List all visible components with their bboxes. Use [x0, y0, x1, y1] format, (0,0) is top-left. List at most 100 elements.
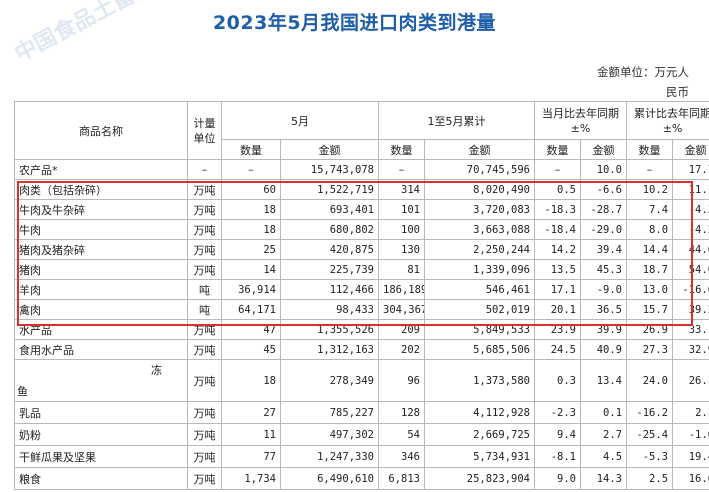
cell-ya: 36.5: [579, 299, 628, 320]
cell-ya: 40.9: [579, 339, 628, 360]
cell-q5: 47: [221, 319, 281, 340]
cell-ac: 25,823,904: [424, 467, 535, 490]
cell-q5: 27: [221, 401, 281, 424]
cell-qc: –: [378, 159, 425, 180]
cell-ac: 4,112,928: [424, 401, 535, 424]
cell-a5: 98,433: [280, 299, 379, 320]
cell-cq: 27.3: [626, 339, 674, 360]
cell-yq: 0.3: [534, 359, 581, 402]
row-unit: 吨: [187, 279, 222, 300]
cell-ac: 2,250,244: [424, 239, 535, 260]
cell-ac: 70,745,596: [424, 159, 535, 180]
cell-ac: 2,669,725: [424, 423, 535, 446]
cell-cq: -25.4: [626, 423, 674, 446]
cell-ya: 2.7: [579, 423, 628, 446]
cell-qc: 186,189: [378, 279, 425, 300]
cell-q5: 18: [221, 359, 281, 402]
cell-cq: –: [626, 159, 674, 180]
row-unit: 万吨: [187, 219, 222, 240]
cell-ya: 0.1: [579, 401, 628, 424]
table-row: 禽肉 吨 64,171 98,433 304,367 502,019 20.1 …: [14, 299, 709, 320]
cell-ca: -4.3: [672, 199, 709, 220]
row-unit: 万吨: [187, 259, 222, 280]
cell-ya: 13.4: [579, 359, 628, 402]
row-name: 食用水产品: [14, 339, 188, 360]
cell-qc: 128: [378, 401, 425, 424]
cell-q5: 1,734: [221, 467, 281, 490]
cell-a5: 6,490,610: [280, 467, 379, 490]
cell-q5: 11: [221, 423, 281, 446]
cell-yq: 20.1: [534, 299, 581, 320]
cell-cq: 7.4: [626, 199, 674, 220]
header-qty: 数量: [626, 139, 674, 160]
cell-a5: 112,466: [280, 279, 379, 300]
cell-cq: 2.5: [626, 467, 674, 490]
row-name: 禽肉: [14, 299, 188, 320]
header-qty: 数量: [534, 139, 581, 160]
cell-a5: 1,312,163: [280, 339, 379, 360]
cell-yq: 13.5: [534, 259, 581, 280]
cell-ya: -28.7: [579, 199, 628, 220]
cell-qc: 304,367: [378, 299, 425, 320]
row-unit: 万吨: [187, 239, 222, 260]
row-name: 肉类（包括杂碎）: [14, 179, 188, 200]
cell-ac: 1,373,580: [424, 359, 535, 402]
row-name: 干鲜瓜果及坚果: [14, 445, 188, 468]
row-name: 奶粉: [14, 423, 188, 446]
cell-cq: 8.0: [626, 219, 674, 240]
row-name: 农产品*: [14, 159, 188, 180]
row-unit: 万吨: [187, 179, 222, 200]
cell-ac: 1,339,096: [424, 259, 535, 280]
cell-qc: 81: [378, 259, 425, 280]
cell-a5: 1,355,526: [280, 319, 379, 340]
cell-cq: 14.4: [626, 239, 674, 260]
row-name-part-b: 鱼: [17, 385, 28, 398]
cell-q5: 77: [221, 445, 281, 468]
row-unit: –: [187, 159, 222, 180]
row-name: 牛肉及牛杂碎: [14, 199, 188, 220]
cell-cq: -5.3: [626, 445, 674, 468]
cell-yq: 14.2: [534, 239, 581, 260]
table-row: 水产品 万吨 47 1,355,526 209 5,849,533 23.9 3…: [14, 319, 709, 340]
cell-a5: 680,802: [280, 219, 379, 240]
header-unit-a: 计量: [193, 116, 216, 130]
cell-a5: 15,743,078: [280, 159, 379, 180]
import-table: 商品名称 计量 单位 5月 1至5月累计 当月比去年同期±% 累计比去年同期±%…: [14, 101, 709, 490]
row-name: 乳品: [14, 401, 188, 424]
header-may: 5月: [221, 101, 379, 140]
cell-qc: 209: [378, 319, 425, 340]
cell-yq: –: [534, 159, 581, 180]
cell-yq: -2.3: [534, 401, 581, 424]
cell-q5: 64,171: [221, 299, 281, 320]
table-row: 奶粉 万吨 11 497,302 54 2,669,725 9.4 2.7 -2…: [14, 423, 709, 446]
cell-q5: –: [221, 159, 281, 180]
row-unit: 万吨: [187, 445, 222, 468]
cell-a5: 1,522,719: [280, 179, 379, 200]
row-unit: 万吨: [187, 401, 222, 424]
cell-qc: 6,813: [378, 467, 425, 490]
cell-a5: 497,302: [280, 423, 379, 446]
cell-qc: 54: [378, 423, 425, 446]
header-qty: 数量: [378, 139, 425, 160]
cell-qc: 130: [378, 239, 425, 260]
cell-ya: 39.9: [579, 319, 628, 340]
cell-q5: 14: [221, 259, 281, 280]
cell-cq: 26.9: [626, 319, 674, 340]
cell-ya: -9.0: [579, 279, 628, 300]
cell-ca: 26.1: [672, 359, 709, 402]
cell-ca: 11.1: [672, 179, 709, 200]
cell-ya: 4.5: [579, 445, 628, 468]
cell-ac: 5,849,533: [424, 319, 535, 340]
row-unit: 万吨: [187, 467, 222, 490]
cell-yq: 9.0: [534, 467, 581, 490]
table-row: 粮食 万吨 1,734 6,490,610 6,813 25,823,904 9…: [14, 467, 709, 490]
table-row: 牛肉及牛杂碎 万吨 18 693,401 101 3,720,083 -18.3…: [14, 199, 709, 220]
cell-ca: 39.2: [672, 299, 709, 320]
row-unit: 万吨: [187, 319, 222, 340]
cell-ac: 5,734,931: [424, 445, 535, 468]
header-qty: 数量: [221, 139, 281, 160]
cell-ca: -16.6: [672, 279, 709, 300]
table-row: 猪肉 万吨 14 225,739 81 1,339,096 13.5 45.3 …: [14, 259, 709, 280]
cell-ca: 44.6: [672, 239, 709, 260]
cell-ca: 17.7: [672, 159, 709, 180]
